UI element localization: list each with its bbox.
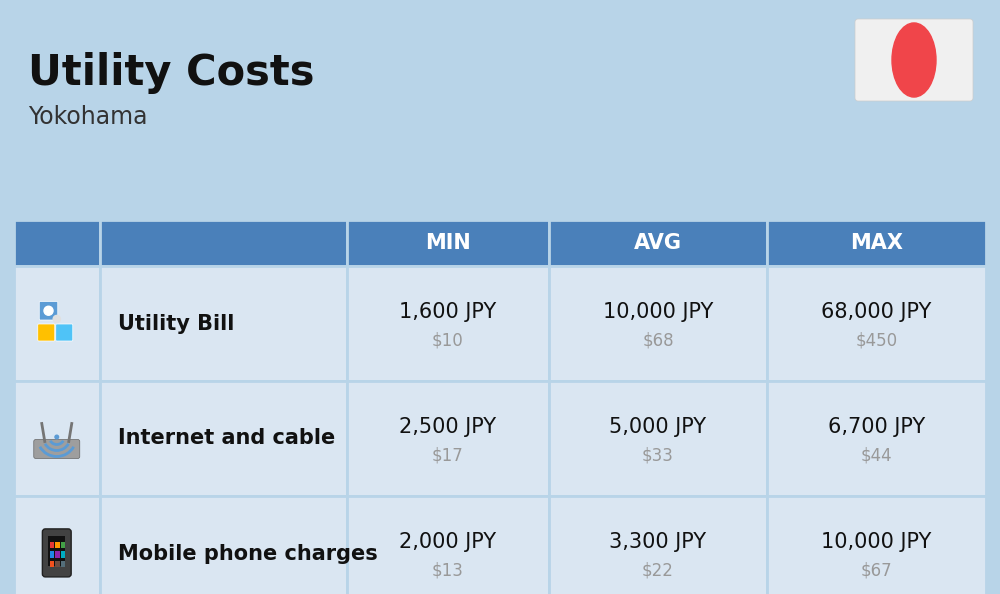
Bar — [549, 381, 767, 496]
Bar — [100, 381, 347, 496]
Bar — [48, 536, 65, 566]
Bar — [14, 496, 100, 594]
FancyBboxPatch shape — [56, 324, 73, 341]
Text: 5,000 JPY: 5,000 JPY — [609, 417, 707, 437]
Bar — [347, 496, 549, 594]
Bar — [767, 220, 986, 266]
Bar — [549, 266, 767, 381]
Text: Internet and cable: Internet and cable — [118, 428, 335, 448]
Text: $22: $22 — [642, 562, 674, 580]
Bar — [50, 561, 54, 567]
Bar — [100, 266, 347, 381]
Text: Mobile phone charges: Mobile phone charges — [118, 544, 377, 564]
Ellipse shape — [892, 23, 936, 97]
Text: $33: $33 — [642, 447, 674, 465]
Text: 10,000 JPY: 10,000 JPY — [821, 532, 932, 552]
Bar — [55, 551, 60, 558]
Bar — [549, 496, 767, 594]
Text: 1,600 JPY: 1,600 JPY — [399, 302, 497, 322]
FancyBboxPatch shape — [34, 440, 80, 459]
Bar — [549, 220, 767, 266]
Text: 2,500 JPY: 2,500 JPY — [399, 417, 497, 437]
Text: $67: $67 — [861, 562, 892, 580]
FancyBboxPatch shape — [39, 302, 58, 320]
Text: MAX: MAX — [850, 233, 903, 253]
Circle shape — [53, 315, 60, 323]
Text: Utility Costs: Utility Costs — [28, 52, 314, 94]
FancyBboxPatch shape — [42, 529, 71, 577]
Bar — [61, 542, 65, 548]
Bar — [14, 381, 100, 496]
Text: $68: $68 — [642, 332, 674, 350]
Bar — [100, 220, 347, 266]
Bar — [767, 266, 986, 381]
Text: $17: $17 — [432, 447, 464, 465]
Bar — [347, 266, 549, 381]
Text: 68,000 JPY: 68,000 JPY — [821, 302, 932, 322]
Bar — [347, 220, 549, 266]
Text: $13: $13 — [432, 562, 464, 580]
FancyBboxPatch shape — [855, 19, 973, 101]
Text: $450: $450 — [856, 332, 898, 350]
Text: $10: $10 — [432, 332, 464, 350]
Text: 2,000 JPY: 2,000 JPY — [399, 532, 497, 552]
Text: 6,700 JPY: 6,700 JPY — [828, 417, 925, 437]
Bar — [50, 551, 54, 558]
Text: 3,300 JPY: 3,300 JPY — [609, 532, 707, 552]
FancyBboxPatch shape — [38, 324, 55, 341]
Text: Utility Bill: Utility Bill — [118, 314, 234, 333]
Bar — [347, 381, 549, 496]
Text: 10,000 JPY: 10,000 JPY — [603, 302, 713, 322]
Bar — [100, 496, 347, 594]
Text: MIN: MIN — [425, 233, 471, 253]
Bar — [61, 551, 65, 558]
Circle shape — [55, 435, 59, 439]
Text: $44: $44 — [861, 447, 892, 465]
Circle shape — [44, 307, 53, 315]
Bar — [61, 561, 65, 567]
Bar — [55, 561, 60, 567]
Bar — [767, 381, 986, 496]
Bar — [55, 542, 60, 548]
Bar — [767, 496, 986, 594]
Bar — [50, 542, 54, 548]
Bar — [14, 266, 100, 381]
Text: AVG: AVG — [634, 233, 682, 253]
Text: Yokohama: Yokohama — [28, 105, 148, 129]
Bar — [14, 220, 100, 266]
